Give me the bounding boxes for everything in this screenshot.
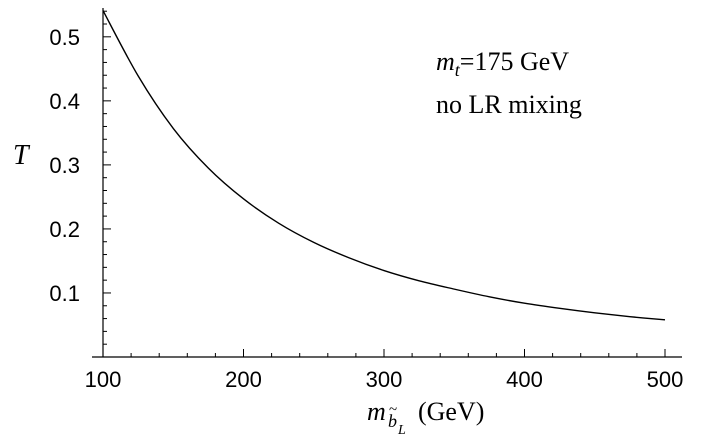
x-tick-label: 300 xyxy=(366,367,403,392)
axes xyxy=(92,8,682,358)
annotation-mass-symbol: m xyxy=(436,47,455,76)
y-tick-label: 0.3 xyxy=(49,153,80,178)
annotation: mt=175 GeV no LR mixing xyxy=(436,47,582,119)
x-axis-label-base: m xyxy=(367,397,386,426)
ticks: 100 200 300 400 500 0.1 0.2 0.3 0.4 0.5 xyxy=(49,10,684,392)
x-tick-label: 500 xyxy=(647,367,684,392)
y-tick-label: 0.5 xyxy=(49,25,80,50)
x-tick-label: 100 xyxy=(85,367,122,392)
y-axis-label: T xyxy=(13,140,31,171)
annotation-mixing: no LR mixing xyxy=(436,90,582,119)
y-tick-label: 0.4 xyxy=(49,89,80,114)
x-tick-label: 200 xyxy=(225,367,262,392)
x-axis-label-unit: (GeV) xyxy=(418,397,484,426)
series-line xyxy=(102,10,666,321)
x-axis-label-subscript: b xyxy=(388,411,397,431)
annotation-mass-value: =175 GeV xyxy=(460,47,569,76)
x-axis-label-accent: ~ xyxy=(389,402,397,418)
y-tick-label: 0.1 xyxy=(49,281,80,306)
series-group xyxy=(102,10,666,321)
x-axis-label-subsubscript: L xyxy=(397,423,406,436)
x-axis-label: m b ~ L (GeV) xyxy=(367,397,484,436)
annotation-mass: mt=175 GeV xyxy=(436,47,569,80)
annotation-mass-subscript: t xyxy=(455,60,461,80)
y-tick-label: 0.2 xyxy=(49,217,80,242)
x-tick-label: 400 xyxy=(506,367,543,392)
